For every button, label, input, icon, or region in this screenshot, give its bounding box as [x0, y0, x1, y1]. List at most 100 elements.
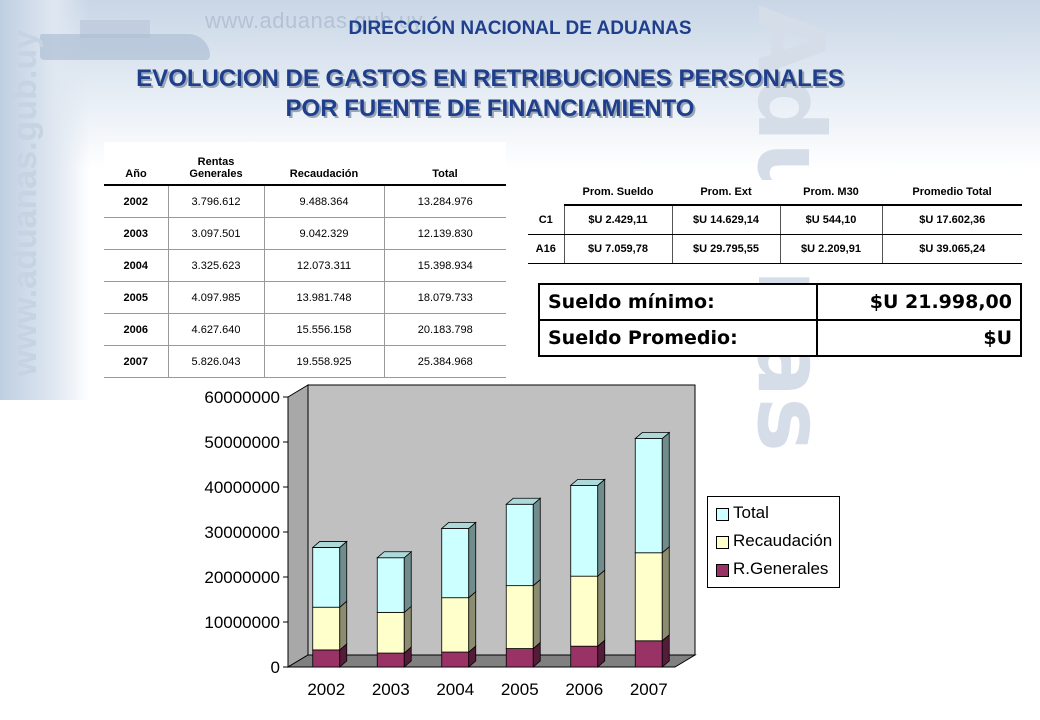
title-line-2: POR FUENTE DE FINANCIAMIENTO — [285, 95, 695, 122]
bar-segment — [634, 552, 663, 642]
x-tick-label: 2004 — [436, 680, 474, 699]
chart-side-wall — [287, 384, 309, 668]
bar-segment-side — [403, 550, 412, 614]
title-line-1: EVOLUCION DE GASTOS EN RETRIBUCIONES PER… — [136, 65, 844, 92]
y-tick-label: 0 — [271, 658, 280, 677]
cell-rentas: 3.097.501 — [167, 217, 264, 250]
bar-segment-side — [468, 590, 477, 653]
cell-recaudacion: 13.981.748 — [263, 281, 384, 314]
bar-segment — [570, 575, 599, 647]
chart-floor — [286, 654, 697, 668]
bar-top — [569, 478, 606, 486]
agency-name: DIRECCIÓN NACIONAL DE ADUANAS — [348, 18, 692, 39]
bar-segment — [505, 648, 534, 668]
cell-promedio-total: $U 17.602,36 — [881, 205, 1022, 235]
cell-year: 2005 — [104, 281, 168, 314]
bar-segment — [312, 547, 341, 608]
table-header-row: Año Rentas Generales Recaudación Total — [104, 142, 506, 186]
table-row: C1 $U 2.429,11 $U 14.629,14 $U 544,10 $U… — [528, 205, 1022, 235]
table-row: 2007 5.826.043 19.558.925 25.384.968 — [104, 345, 506, 378]
legend-label-recaudacion: Recaudación — [733, 531, 833, 550]
bar-segment-side — [532, 497, 541, 587]
min-salary-label: Sueldo mínimo: — [538, 283, 818, 321]
col-header-prom-ext: Prom. Ext — [672, 180, 780, 206]
bar-segment — [505, 503, 534, 587]
bar-segment — [376, 652, 405, 668]
table-row: 2005 4.097.985 13.981.748 18.079.733 — [104, 281, 506, 314]
legend-label-rgenerales: R.Generales — [733, 559, 829, 578]
side-background — [0, 0, 90, 400]
table-row: 2006 4.627.640 15.556.158 20.183.798 — [104, 313, 506, 346]
cell-rentas: 3.325.623 — [167, 249, 264, 282]
bar-top — [311, 541, 348, 548]
x-tick-label: 2007 — [630, 680, 668, 699]
cell-rentas: 4.627.640 — [167, 313, 264, 346]
salary-row: Sueldo mínimo: $U 21.998,00 — [538, 283, 1022, 321]
y-tick-label: 10000000 — [204, 613, 280, 632]
bar-segment — [376, 611, 405, 654]
bar-segment-side — [403, 605, 412, 654]
bar-segment — [505, 585, 534, 649]
y-tick-label: 40000000 — [204, 478, 280, 497]
bar-segment — [312, 606, 341, 651]
table-row: 2002 3.796.612 9.488.364 13.284.976 — [104, 185, 506, 218]
bar-segment — [376, 557, 405, 613]
col-header-total: Total — [384, 142, 506, 186]
cell-category: A16 — [528, 234, 564, 264]
y-tick-label: 30000000 — [204, 523, 280, 542]
bar-top — [376, 551, 413, 559]
cell-prom-sueldo: $U 7.059,78 — [563, 234, 672, 264]
cell-year: 2006 — [104, 313, 168, 346]
bar-segment-side — [597, 478, 606, 578]
salary-summary: Sueldo mínimo: $U 21.998,00 Sueldo Prome… — [538, 283, 1022, 357]
cell-prom-ext: $U 29.795,55 — [671, 234, 780, 264]
cell-recaudacion: 15.556.158 — [263, 313, 384, 346]
avg-salary-label: Sueldo Promedio: — [538, 319, 818, 357]
bar-segment-side — [661, 545, 670, 642]
ship-image — [80, 20, 150, 38]
bar-segment-side — [468, 521, 477, 599]
cell-year: 2007 — [104, 345, 168, 378]
bar-segment — [570, 645, 599, 668]
x-tick-label: 2005 — [501, 680, 539, 699]
cell-recaudacion: 19.558.925 — [263, 345, 384, 378]
chart-legend: Total Recaudación R.Generales — [707, 496, 840, 588]
bar-segment-side — [339, 600, 348, 651]
ship-hull-image — [40, 34, 210, 60]
watermark-url: www.aduanas.gub.uy — [205, 8, 424, 33]
cell-rentas: 5.826.043 — [167, 345, 264, 378]
col-header-rentas: Rentas Generales — [168, 142, 264, 186]
table-row: 2004 3.325.623 12.073.311 15.398.934 — [104, 249, 506, 282]
expenses-table: Año Rentas Generales Recaudación Total 2… — [104, 142, 506, 378]
col-header-prom-sueldo: Prom. Sueldo — [564, 180, 672, 206]
y-tick-label: 20000000 — [204, 568, 280, 587]
table-header-row: Prom. Sueldo Prom. Ext Prom. M30 Promedi… — [528, 180, 1022, 206]
cell-promedio-total: $U 39.065,24 — [881, 234, 1022, 264]
legend-label-total: Total — [733, 503, 769, 522]
min-salary-value: $U 21.998,00 — [816, 283, 1022, 321]
cell-rentas: 4.097.985 — [167, 281, 264, 314]
y-tick-label: 60000000 — [204, 388, 280, 407]
bar-segment — [441, 528, 470, 599]
cell-prom-m30: $U 544,10 — [779, 205, 882, 235]
x-tick-label: 2006 — [565, 680, 603, 699]
cell-total: 20.183.798 — [383, 313, 506, 346]
bar-segment-side — [661, 431, 670, 554]
x-tick-label: 2003 — [372, 680, 410, 699]
x-tick-label: 2002 — [307, 680, 345, 699]
cell-recaudacion: 9.042.329 — [263, 217, 384, 250]
bar-top — [634, 432, 671, 439]
cell-rentas: 3.796.612 — [167, 185, 264, 218]
bar-segment-side — [532, 578, 541, 650]
cell-year: 2004 — [104, 249, 168, 282]
cell-total: 25.384.968 — [383, 345, 506, 378]
cell-prom-m30: $U 2.209,91 — [779, 234, 882, 264]
col-header-recaudacion: Recaudación — [264, 142, 384, 186]
bar-segment — [570, 484, 599, 577]
cell-total: 18.079.733 — [383, 281, 506, 314]
bar-segment — [441, 597, 470, 653]
averages-table: Prom. Sueldo Prom. Ext Prom. M30 Promedi… — [528, 180, 1022, 264]
cell-total: 12.139.830 — [383, 217, 506, 250]
cell-total: 13.284.976 — [383, 185, 506, 218]
